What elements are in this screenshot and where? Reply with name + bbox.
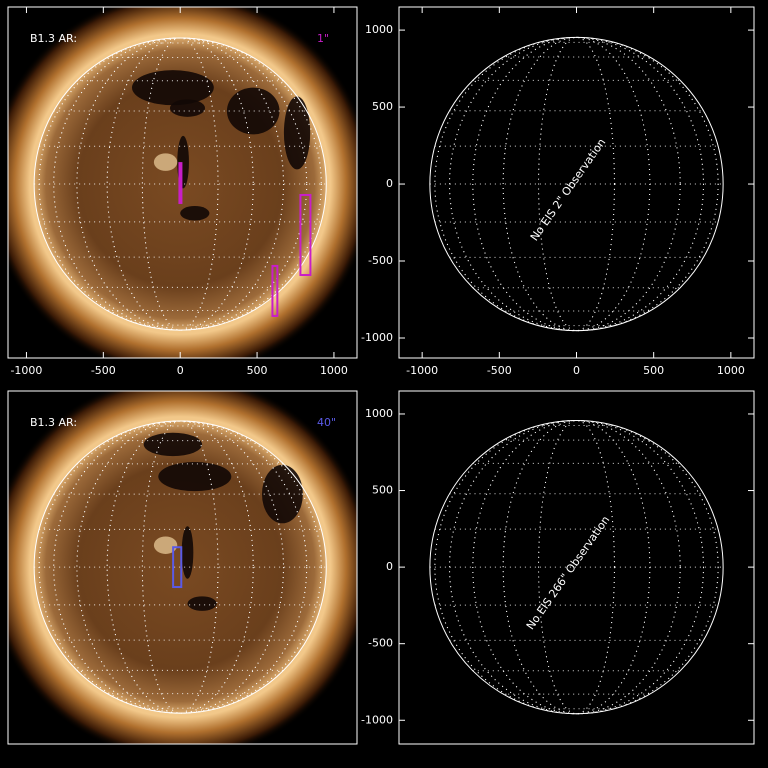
y-tick-label: 1000: [365, 23, 393, 36]
sun-disk: [34, 421, 327, 714]
y-tick-label: 1000: [365, 407, 393, 420]
y-tick-label: 500: [372, 484, 393, 497]
x-tick-label: 1000: [320, 364, 348, 377]
x-tick-label: -1000: [406, 364, 438, 377]
annotation: No EIS 266" Observation: [524, 514, 612, 633]
longitude-line: [449, 419, 704, 715]
coronal-hole: [226, 87, 280, 135]
raster-box: [172, 546, 183, 589]
longitude-line: [76, 37, 284, 331]
y-tick-label: -500: [368, 254, 393, 267]
y-tick-label: -500: [368, 637, 393, 650]
panel: -1000 -500 0 500 1000 -1000 -500 0 500 1000 No EIS…: [361, 6, 755, 377]
coronal-hole: [283, 96, 311, 170]
panel: -1000 -500 0 500 1000 No EIS 266" Observation: [361, 390, 755, 745]
x-tick-label: 0: [177, 364, 184, 377]
coronal-hole: [187, 596, 217, 611]
coronal-hole: [131, 70, 214, 106]
coronal-hole: [180, 205, 210, 221]
x-tick-label: 1000: [717, 364, 745, 377]
longitude-line: [53, 37, 308, 331]
longitude-line: [434, 36, 719, 332]
y-tick-label: 0: [386, 560, 393, 573]
longitude-line: [76, 420, 284, 714]
panel-label: B1.3 AR:: [30, 416, 77, 429]
plot-area: [8, 7, 357, 358]
longitude-line: [434, 419, 719, 715]
coronal-hole: [181, 526, 194, 579]
y-tick-label: 0: [386, 177, 393, 190]
longitude-line: [449, 36, 704, 332]
longitude-line: [106, 37, 254, 331]
x-tick-label: 0: [573, 364, 580, 377]
x-tick-label: 500: [247, 364, 268, 377]
plot-frame: [7, 6, 358, 359]
raster-box: [299, 193, 312, 277]
x-tick-label: 500: [643, 364, 664, 377]
plot-area: [429, 36, 724, 332]
x-tick-label: -500: [487, 364, 512, 377]
longitude-line: [472, 36, 681, 332]
annotation: No EIS 2" Observation: [528, 136, 608, 243]
longitude-line: [538, 419, 615, 715]
coronal-hole: [158, 461, 232, 492]
raster-box: [271, 264, 279, 317]
panel-label: B1.3 AR:: [30, 32, 77, 45]
coronal-hole: [143, 432, 203, 457]
x-tick-label: -1000: [10, 364, 42, 377]
longitude-line: [38, 420, 322, 714]
panel-label-right: 40": [317, 416, 336, 429]
longitude-line: [53, 420, 308, 714]
y-tick-label: 500: [372, 100, 393, 113]
y-tick-label: -1000: [361, 331, 393, 344]
longitude-line: [538, 36, 615, 332]
panel: B1.3 AR: 40": [7, 390, 358, 745]
plot-area: [429, 419, 724, 715]
bright-region: [153, 153, 178, 171]
longitude-line: [472, 419, 681, 715]
longitude-line: [502, 419, 651, 715]
raster-box: [178, 162, 183, 204]
x-tick-label: -500: [91, 364, 116, 377]
coronal-hole: [261, 464, 303, 524]
panel: -1000 -500 0 500 1000 B1.3 AR: 1": [7, 6, 358, 377]
longitude-line: [106, 420, 254, 714]
y-tick-label: -1000: [361, 713, 393, 726]
longitude-line: [38, 37, 322, 331]
plot-frame: [7, 390, 358, 745]
coronal-hole: [169, 99, 206, 117]
bright-region: [153, 536, 178, 554]
panel-label-right: 1": [317, 32, 329, 45]
plot-area: [8, 391, 357, 744]
